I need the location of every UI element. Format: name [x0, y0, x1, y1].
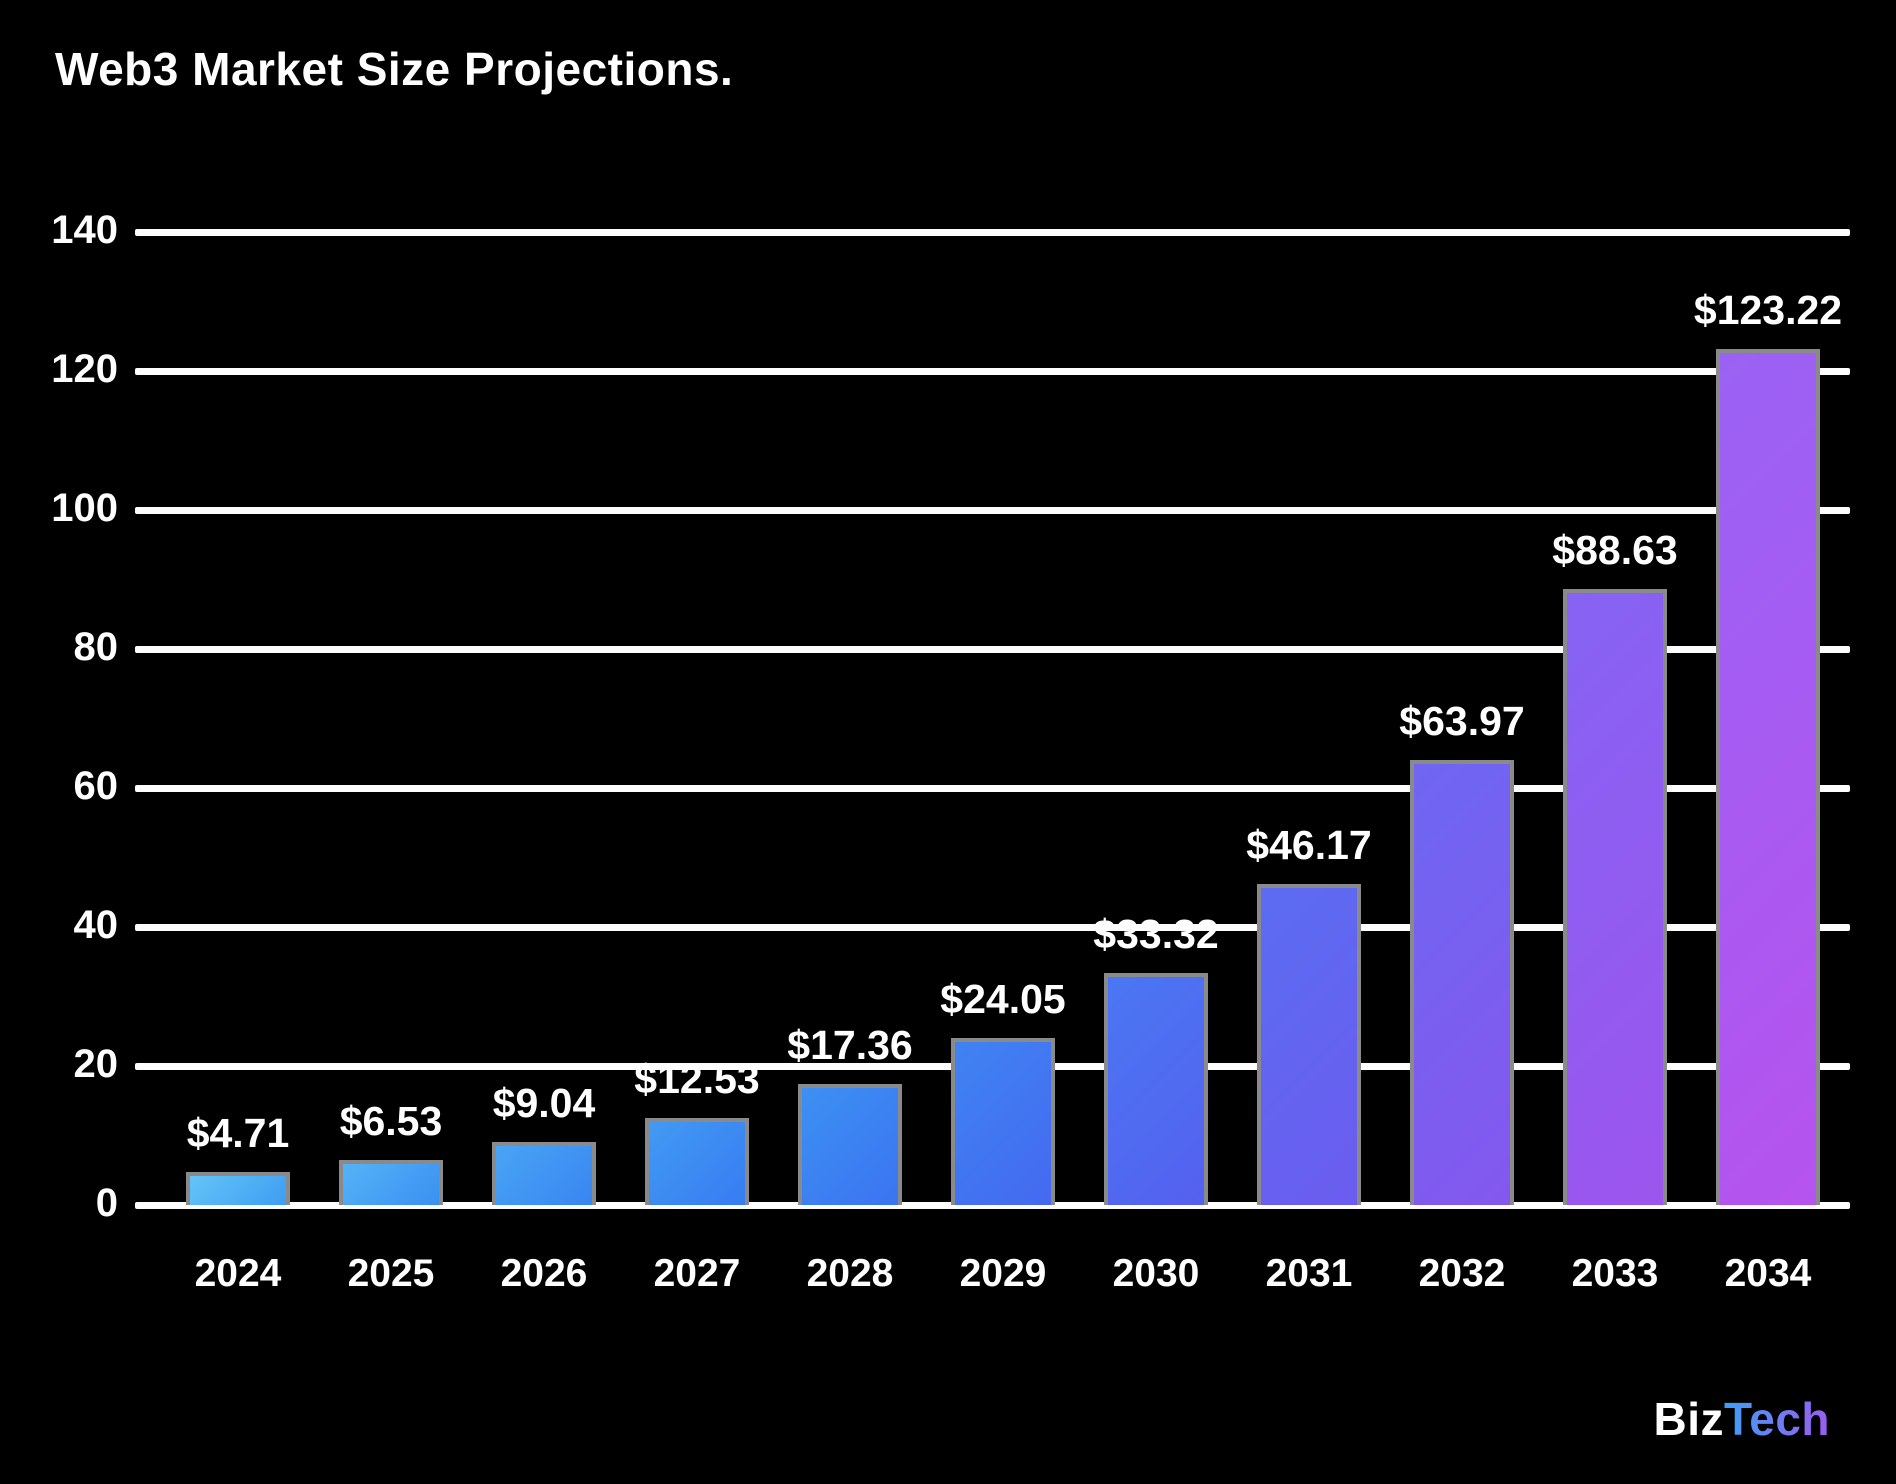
brand-logo: BizTech [1654, 1392, 1830, 1446]
bar-2032 [1410, 760, 1514, 1205]
bar-value-label-2033: $88.63 [1552, 527, 1678, 574]
x-axis-tick-label-2032: 2032 [1418, 1252, 1506, 1295]
bar-value-label-2025: $6.53 [339, 1097, 443, 1144]
x-axis-tick-label-2034: 2034 [1724, 1252, 1812, 1295]
x-axis-tick-label-2033: 2033 [1571, 1252, 1659, 1295]
bar-2027 [645, 1117, 749, 1205]
brand-logo-prefix: Biz [1653, 1393, 1725, 1445]
bar-value-label-2029: $24.05 [940, 975, 1066, 1022]
x-axis-tick-label-2028: 2028 [806, 1252, 894, 1295]
y-axis-tick-label: 120 [51, 347, 118, 391]
chart-title: Web3 Market Size Projections. [55, 43, 734, 95]
y-axis-tick-label: 100 [51, 486, 118, 530]
y-axis-tick-label: 80 [73, 625, 119, 669]
bar-value-label-2026: $9.04 [492, 1080, 596, 1127]
x-axis-tick-label-2024: 2024 [194, 1252, 282, 1295]
y-axis-tick-label: 140 [51, 208, 118, 252]
y-axis-tick-label: 20 [73, 1042, 119, 1086]
bar-value-label-2024: $4.71 [186, 1110, 290, 1157]
x-axis-tick-label-2030: 2030 [1112, 1252, 1200, 1295]
bar-2031 [1257, 884, 1361, 1205]
bar-2033 [1563, 589, 1667, 1205]
x-axis-tick-label-2025: 2025 [347, 1252, 435, 1295]
bar-2034 [1716, 348, 1820, 1205]
bar-value-label-2030: $33.32 [1093, 911, 1219, 958]
bar-2024 [186, 1172, 290, 1205]
y-axis-tick-label: 0 [95, 1181, 118, 1225]
gridline-y-0 [135, 1201, 1850, 1209]
bar-2025 [339, 1159, 443, 1205]
gridline-y-60 [135, 784, 1850, 792]
bar-2026 [492, 1142, 596, 1205]
gridline-y-120 [135, 367, 1850, 375]
bar-2028 [798, 1084, 902, 1205]
gridline-y-140 [135, 228, 1850, 236]
gridline-y-100 [135, 506, 1850, 514]
bar-value-label-2027: $12.53 [634, 1055, 760, 1102]
bar-value-label-2034: $123.22 [1693, 286, 1843, 333]
x-axis-tick-label-2029: 2029 [959, 1252, 1047, 1295]
bar-2029 [951, 1037, 1055, 1205]
gridline-y-40 [135, 923, 1850, 931]
gridline-y-80 [135, 645, 1850, 653]
x-axis-tick-label-2031: 2031 [1265, 1252, 1353, 1295]
bar-value-label-2031: $46.17 [1246, 822, 1372, 869]
y-axis-tick-label: 40 [73, 903, 119, 947]
bar-value-label-2032: $63.97 [1399, 698, 1525, 745]
bar-2030 [1104, 973, 1208, 1205]
bar-value-label-2028: $17.36 [787, 1022, 913, 1069]
y-axis-tick-label: 60 [73, 764, 119, 808]
x-axis-tick-label-2026: 2026 [500, 1252, 588, 1295]
brand-logo-suffix: Tech [1724, 1393, 1830, 1445]
x-axis-tick-label-2027: 2027 [653, 1252, 741, 1295]
